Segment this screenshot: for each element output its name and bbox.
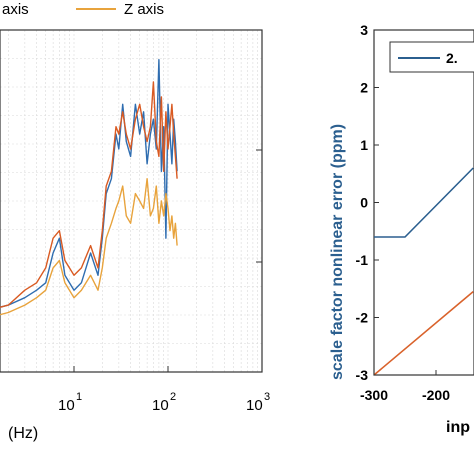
y-tick-label: 0 — [360, 195, 368, 211]
left-chart-x-ticks: 10 1 10 2 10 3 — [58, 366, 270, 414]
x-tick-label-exponent: 3 — [264, 391, 270, 403]
x-tick-label: 10 — [152, 397, 169, 414]
series-line-1 — [0, 81, 178, 308]
legend-label-z-axis: Z axis — [124, 1, 164, 18]
legend-label-series: 2. — [446, 50, 458, 66]
right-plot-frame — [373, 29, 474, 376]
x-tick-label: 10 — [246, 397, 263, 414]
right-chart-series-group — [373, 167, 474, 376]
right-chart-y-axis-label: scale factor nonlinear error (ppm) — [329, 124, 346, 380]
y-tick-label: 2 — [360, 80, 368, 96]
right-series-line-1 — [373, 290, 474, 376]
series-line-0 — [0, 59, 178, 308]
x-tick-label-exponent: 2 — [170, 391, 176, 403]
right-chart-y-ticks: -3 -2 -1 0 1 2 3 — [356, 22, 379, 383]
right-chart-legend: 2. — [389, 41, 474, 73]
x-tick-label-exponent: 1 — [76, 391, 82, 403]
y-tick-label: -2 — [356, 310, 369, 326]
right-chart: -3 -2 -1 0 1 2 3 -300 -200 scale factor nonline… — [329, 22, 474, 436]
legend-label-axis: axis — [2, 1, 29, 18]
left-chart-x-axis-label: (Hz) — [8, 425, 38, 442]
x-tick-label: -200 — [422, 387, 450, 403]
y-tick-label: -3 — [356, 367, 369, 383]
right-chart-x-axis-label: inp — [446, 419, 470, 436]
y-tick-label: 3 — [360, 22, 368, 38]
x-tick-label: 10 — [58, 397, 75, 414]
left-chart: 10 1 10 2 10 3 (Hz) axis Z axis — [0, 1, 270, 442]
right-chart-x-ticks: -300 -200 — [360, 370, 450, 403]
y-tick-label: 1 — [360, 137, 368, 153]
left-chart-series-group — [0, 59, 178, 316]
left-chart-legend: axis Z axis — [2, 1, 164, 18]
left-chart-grid — [0, 30, 262, 372]
x-tick-label: -300 — [360, 387, 388, 403]
y-tick-label: -1 — [356, 252, 369, 268]
left-plot-frame — [0, 29, 263, 373]
right-series-line-0 — [374, 167, 474, 238]
series-line-2 — [0, 177, 178, 316]
